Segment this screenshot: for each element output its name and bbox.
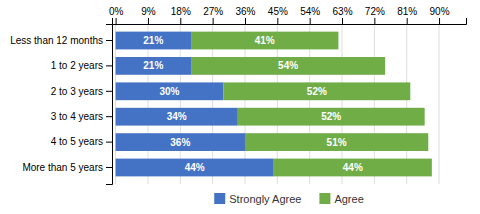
tick: 1 to 2 years — [51, 60, 112, 71]
tick-mark — [116, 18, 117, 24]
tick-label: 0% — [109, 6, 124, 17]
grid-line — [439, 24, 440, 184]
tick-mark — [213, 18, 214, 24]
data-label: 41% — [255, 35, 275, 46]
tick: 63% — [333, 6, 353, 24]
axis-line — [113, 18, 467, 25]
tick-label: 2 to 3 years — [51, 86, 103, 97]
legend-item: Agree — [319, 193, 363, 205]
legend-label: Strongly Agree — [229, 193, 301, 205]
tick-label: More than 5 years — [22, 162, 103, 173]
tick: 2 to 3 years — [51, 86, 112, 97]
bars — [116, 32, 432, 177]
tick: 45% — [268, 6, 288, 24]
data-label: 44% — [185, 162, 205, 173]
plot: 21% 21% 30% 34% 36% 44% 41% 54% 52% 52% 51% 44% 0% 9%… — [10, 6, 466, 185]
tick: 0% — [109, 6, 124, 24]
tick-mark — [106, 91, 112, 92]
tick: 18% — [171, 6, 191, 24]
tick-label: 72% — [365, 6, 385, 17]
tick-mark — [374, 18, 375, 24]
data-label: 21% — [143, 35, 163, 46]
tick-label: 3 to 4 years — [51, 111, 103, 122]
bar — [223, 82, 410, 100]
legend: Strongly Agree Agree — [214, 193, 364, 205]
legend-swatch — [319, 193, 330, 204]
tick-mark — [245, 18, 246, 24]
tick-mark — [106, 167, 112, 168]
legend-label: Agree — [334, 193, 363, 205]
tick: 3 to 4 years — [51, 111, 112, 122]
chart: 21% 21% 30% 34% 36% 44% 41% 54% 52% 52% 51% 44% 0% 9%… — [0, 0, 480, 214]
tick-label: Less than 12 months — [10, 35, 103, 46]
tick-label: 4 to 5 years — [51, 136, 103, 147]
y-axis: Less than 12 months 1 to 2 years 2 to 3 ye… — [10, 25, 112, 185]
tick-label: 18% — [171, 6, 191, 17]
tick-label: 45% — [268, 6, 288, 17]
grid — [116, 24, 439, 184]
bar — [116, 57, 191, 75]
tick-mark — [148, 18, 149, 24]
bar — [116, 159, 274, 177]
tick: 54% — [300, 6, 320, 24]
data-label: 54% — [278, 60, 298, 71]
data-label: 52% — [321, 111, 341, 122]
tick: More than 5 years — [22, 162, 112, 173]
series — [116, 32, 274, 177]
x-axis: 0% 9% 18% 27% 36% 45% 54% 63% 72% 81% 90% — [109, 6, 467, 25]
data-label: 36% — [170, 137, 190, 148]
bar — [238, 108, 425, 126]
tick: 27% — [203, 6, 223, 24]
bar — [116, 133, 245, 151]
tick-label: 63% — [333, 6, 353, 17]
tick-label: 90% — [430, 6, 450, 17]
tick-mark — [106, 40, 112, 41]
bar — [274, 159, 432, 177]
data-labels: 21% 21% 30% 34% 36% 44% 41% 54% 52% 52% 51% 44% — [143, 35, 363, 173]
tick-mark — [106, 142, 112, 143]
tick-label: 27% — [203, 6, 223, 17]
bar — [245, 133, 428, 151]
tick-mark — [407, 18, 408, 24]
legend-swatch — [214, 193, 225, 204]
tick-label: 36% — [235, 6, 255, 17]
series — [191, 32, 432, 177]
tick: Less than 12 months — [10, 35, 112, 46]
bar — [116, 82, 224, 100]
tick-mark — [439, 18, 440, 24]
bar — [116, 108, 238, 126]
tick-mark — [342, 18, 343, 24]
data-label: 34% — [167, 111, 187, 122]
tick-mark — [106, 116, 112, 117]
tick: 9% — [141, 6, 156, 24]
tick: 90% — [430, 6, 450, 24]
bar — [116, 32, 191, 50]
tick: 36% — [235, 6, 255, 24]
tick-mark — [277, 18, 278, 24]
axis-line — [106, 25, 113, 185]
legend-item: Strongly Agree — [214, 193, 301, 205]
data-label: 44% — [343, 162, 363, 173]
tick-label: 54% — [300, 6, 320, 17]
tick: 4 to 5 years — [51, 136, 112, 147]
bar — [191, 57, 385, 75]
tick-mark — [180, 18, 181, 24]
data-label: 30% — [159, 86, 179, 97]
bar — [191, 32, 338, 50]
tick-mark — [310, 18, 311, 24]
tick: 72% — [365, 6, 385, 24]
tick-label: 9% — [141, 6, 156, 17]
tick-label: 81% — [397, 6, 417, 17]
tick: 81% — [397, 6, 417, 24]
data-label: 21% — [143, 60, 163, 71]
data-label: 51% — [327, 137, 347, 148]
tick-label: 1 to 2 years — [51, 60, 103, 71]
tick-mark — [106, 65, 112, 66]
data-label: 52% — [307, 86, 327, 97]
